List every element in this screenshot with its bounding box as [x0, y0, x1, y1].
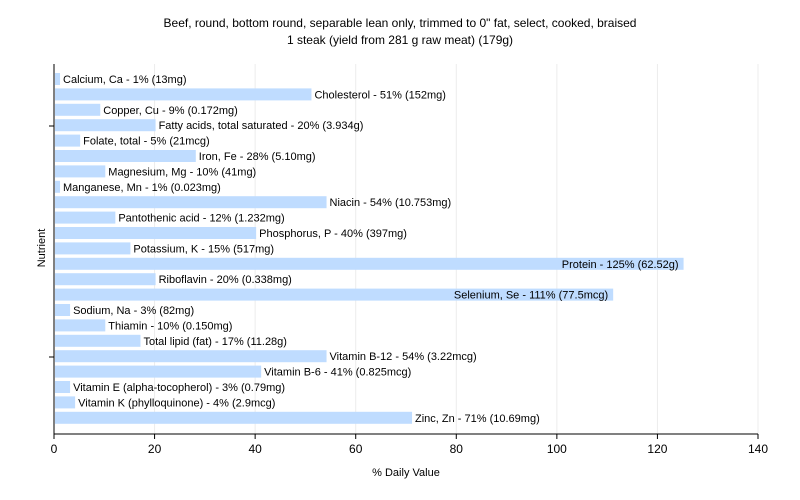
bar-label: Cholesterol - 51% (152mg): [314, 89, 445, 101]
bar-label: Folate, total - 5% (21mcg): [83, 136, 210, 148]
x-axis-label: % Daily Value: [372, 467, 440, 479]
x-tick-label: 80: [450, 442, 464, 456]
bar-label: Potassium, K - 15% (517mg): [133, 243, 274, 255]
x-tick-label: 120: [647, 442, 667, 456]
bar: [55, 88, 312, 101]
bar-label: Protein - 125% (62.52g): [562, 259, 679, 271]
bar: [55, 288, 614, 301]
bar-label: Selenium, Se - 111% (77.5mcg): [454, 290, 608, 302]
x-tick-label: 60: [349, 442, 363, 456]
bar: [55, 350, 327, 363]
bar-label: Fatty acids, total saturated - 20% (3.93…: [159, 120, 364, 132]
bar-label: Niacin - 54% (10.753mg): [330, 197, 452, 209]
bar: [55, 180, 61, 193]
bar-label: Thiamin - 10% (0.150mg): [108, 320, 232, 332]
x-tick-label: 20: [148, 442, 162, 456]
y-axis-label: Nutrient: [36, 229, 48, 268]
bar-label: Sodium, Na - 3% (82mg): [73, 305, 194, 317]
bar-label: Vitamin B-12 - 54% (3.22mcg): [330, 351, 477, 363]
chart-title: Beef, round, bottom round, separable lea…: [164, 16, 637, 30]
bar-label: Magnesium, Mg - 10% (41mg): [108, 166, 256, 178]
x-tick-label: 40: [248, 442, 262, 456]
bar-label: Phosphorus, P - 40% (397mg): [259, 228, 407, 240]
x-tick-label: 0: [51, 442, 58, 456]
bar: [55, 119, 156, 132]
bar-labels: Calcium, Ca - 1% (13mg) Cholesterol - 51%…: [63, 74, 679, 425]
bar: [55, 150, 196, 162]
bar: [55, 304, 71, 316]
bar-label: Pantothenic acid - 12% (1.232mg): [118, 213, 284, 225]
bar-label: Zinc, Zn - 71% (10.69mg): [415, 413, 540, 425]
bar-label: Iron, Fe - 28% (5.10mg): [199, 151, 316, 163]
bar: [55, 381, 71, 393]
bar: [55, 73, 61, 85]
bar-label: Vitamin K (phylloquinone) - 4% (2.9mcg): [78, 397, 275, 409]
bar-label: Calcium, Ca - 1% (13mg): [63, 74, 186, 86]
bar-label: Riboflavin - 20% (0.338mg): [159, 274, 292, 286]
bar-label: Vitamin E (alpha-tocopherol) - 3% (0.79m…: [73, 382, 285, 394]
chart-subtitle: 1 steak (yield from 281 g raw meat) (179…: [287, 33, 513, 47]
bar: [55, 196, 327, 209]
bar: [55, 242, 131, 255]
bar: [55, 103, 101, 116]
bar-label: Copper, Cu - 9% (0.172mg): [103, 105, 238, 117]
bars: [55, 73, 684, 424]
axes: 0 20 40 60 80 100 120 140: [49, 64, 768, 456]
bar: [55, 227, 257, 239]
bar: [55, 411, 413, 424]
bar: [55, 365, 262, 378]
bar-label: Manganese, Mn - 1% (0.023mg): [63, 182, 221, 194]
bar-label: Total lipid (fat) - 17% (11.28g): [143, 336, 286, 348]
bar-label: Vitamin B-6 - 41% (0.825mcg): [264, 367, 411, 379]
bar: [55, 396, 76, 409]
bar: [55, 165, 106, 178]
bar: [55, 273, 156, 286]
bar: [55, 257, 684, 270]
x-tick-label: 140: [748, 442, 768, 456]
bar: [55, 334, 141, 347]
bar: [55, 134, 81, 147]
x-tick-label: 100: [547, 442, 567, 456]
bar: [55, 211, 116, 224]
bar: [55, 319, 106, 332]
grid-lines: [154, 64, 759, 434]
